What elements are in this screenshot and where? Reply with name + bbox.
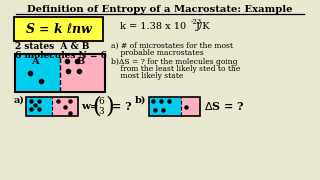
Bar [149, 97, 181, 116]
Text: 6: 6 [99, 96, 104, 105]
Text: B: B [76, 57, 85, 66]
Bar [26, 97, 78, 116]
Text: k = 1.38 x 10: k = 1.38 x 10 [120, 21, 187, 30]
Bar [15, 54, 105, 92]
Text: 2 states  A & B: 2 states A & B [15, 42, 90, 51]
Text: -23: -23 [190, 18, 202, 26]
Text: a): a) [13, 96, 24, 105]
Text: (: ( [92, 95, 100, 117]
Bar [60, 54, 105, 92]
Text: most likely state: most likely state [111, 72, 183, 80]
Text: b)ΔS = ? for the molecules going: b)ΔS = ? for the molecules going [111, 58, 237, 66]
Text: = ?: = ? [112, 100, 132, 111]
Text: $\Delta$S = ?: $\Delta$S = ? [204, 100, 245, 112]
Bar [181, 97, 200, 116]
Text: J/K: J/K [196, 21, 211, 30]
Text: Definition of Entropy of a Macrostate: Example: Definition of Entropy of a Macrostate: E… [27, 5, 293, 14]
Text: 3: 3 [99, 107, 104, 116]
Text: 6 molecules N = 6: 6 molecules N = 6 [15, 51, 108, 60]
Text: A: A [31, 57, 39, 66]
Text: a) # of microstates for the most: a) # of microstates for the most [111, 42, 233, 50]
Bar [149, 97, 200, 116]
Text: w=: w= [82, 102, 99, 111]
Text: ): ) [105, 95, 114, 117]
Text: probable macrostates: probable macrostates [111, 49, 204, 57]
Bar [15, 54, 60, 92]
FancyBboxPatch shape [14, 17, 103, 41]
Text: b): b) [134, 96, 146, 105]
Bar [52, 97, 78, 116]
Bar [26, 97, 52, 116]
Text: from the least likely sted to the: from the least likely sted to the [111, 65, 240, 73]
Text: S = k $\ell$nw: S = k $\ell$nw [25, 22, 93, 36]
